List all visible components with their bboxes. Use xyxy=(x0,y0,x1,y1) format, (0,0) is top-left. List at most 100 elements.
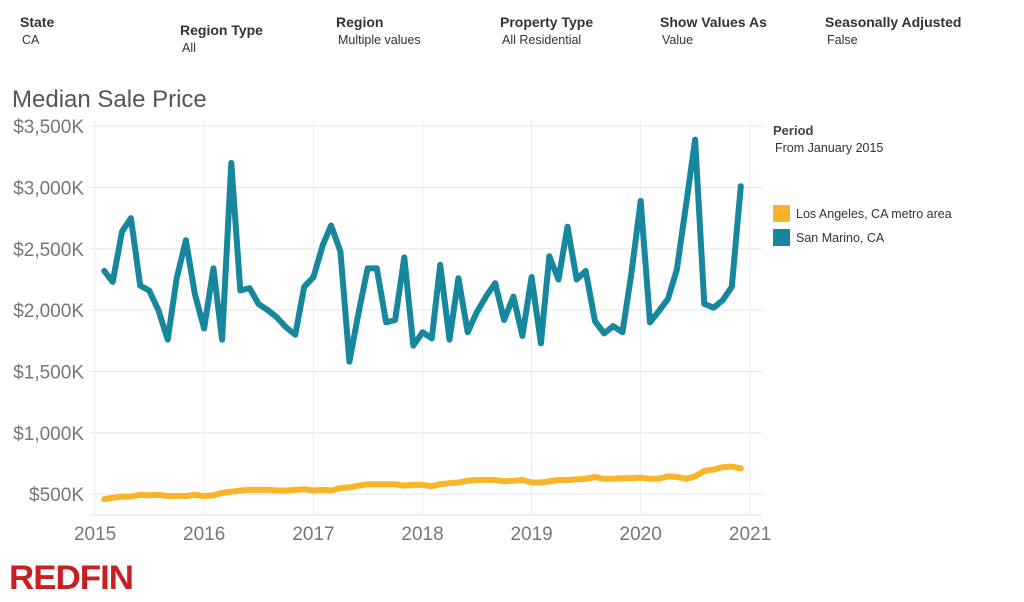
svg-text:REDFIN: REDFIN xyxy=(9,559,133,594)
data-point xyxy=(711,467,717,473)
data-point xyxy=(592,474,598,480)
data-point xyxy=(583,268,589,274)
data-point xyxy=(237,487,243,493)
data-point xyxy=(720,464,726,470)
data-point xyxy=(474,310,480,316)
data-point xyxy=(738,183,744,189)
series-line-0 xyxy=(101,463,744,503)
y-tick-label: $3,000K xyxy=(13,178,84,199)
legend-item-los-angeles[interactable]: Los Angeles, CA metro area xyxy=(773,205,952,222)
y-tick-label: $1,500K xyxy=(13,362,84,383)
data-point xyxy=(174,493,180,499)
legend-title: Period xyxy=(773,123,814,138)
data-point xyxy=(501,317,507,323)
filter-value[interactable]: CA xyxy=(22,33,40,47)
data-point xyxy=(201,493,207,499)
data-point xyxy=(420,482,426,488)
data-point xyxy=(301,284,307,290)
data-point xyxy=(401,483,407,489)
data-point xyxy=(392,317,398,323)
data-point xyxy=(110,279,116,285)
data-point xyxy=(519,333,525,339)
filter-value[interactable]: False xyxy=(827,33,858,47)
series-line-1 xyxy=(101,136,744,365)
legend-item-san-marino[interactable]: San Marino, CA xyxy=(773,229,884,246)
filter-show-values-as[interactable]: Show Values As Value xyxy=(660,14,767,47)
data-point xyxy=(283,487,289,493)
data-point xyxy=(437,262,443,268)
data-point xyxy=(374,265,380,271)
data-point xyxy=(583,476,589,482)
data-point xyxy=(410,482,416,488)
data-point xyxy=(701,301,707,307)
data-point xyxy=(638,475,644,481)
data-point xyxy=(683,202,689,208)
data-point xyxy=(410,343,416,349)
data-point xyxy=(720,297,726,303)
filter-value[interactable]: All xyxy=(182,41,196,55)
data-point xyxy=(711,305,717,311)
data-point xyxy=(292,487,298,493)
data-point xyxy=(101,496,107,502)
filter-label: Seasonally Adjusted xyxy=(825,14,962,30)
data-point xyxy=(420,329,426,335)
data-point xyxy=(256,301,262,307)
data-point xyxy=(165,493,171,499)
data-point xyxy=(455,479,461,485)
data-point xyxy=(237,288,243,294)
filter-region-type[interactable]: Region Type All xyxy=(180,22,263,55)
data-point xyxy=(474,477,480,483)
filter-value[interactable]: All Residential xyxy=(502,33,582,47)
data-point xyxy=(592,318,598,324)
x-tick-label: 2020 xyxy=(620,524,662,545)
data-point xyxy=(137,283,143,289)
filter-property-type[interactable]: Property Type All Residential xyxy=(500,14,593,47)
filter-state[interactable]: State CA xyxy=(20,14,54,47)
filter-value[interactable]: Multiple values xyxy=(338,33,421,47)
data-point xyxy=(574,476,580,482)
filter-bar: State CA Region Type All Region Multiple… xyxy=(0,14,1024,55)
filter-value[interactable]: Value xyxy=(662,33,694,47)
data-point xyxy=(692,137,698,143)
data-point xyxy=(346,359,352,365)
data-point xyxy=(465,329,471,335)
data-point xyxy=(365,481,371,487)
data-point xyxy=(356,310,362,316)
data-point xyxy=(247,285,253,291)
data-point xyxy=(546,253,552,259)
data-point xyxy=(429,483,435,489)
data-point xyxy=(401,254,407,260)
data-point xyxy=(501,478,507,484)
x-tick-label: 2017 xyxy=(292,524,334,545)
data-point xyxy=(320,242,326,248)
data-point xyxy=(429,335,435,341)
legend-label: Los Angeles, CA metro area xyxy=(796,206,952,221)
data-point xyxy=(247,487,253,493)
data-point xyxy=(301,486,307,492)
data-point xyxy=(210,265,216,271)
data-point xyxy=(556,276,562,282)
data-point xyxy=(365,265,371,271)
data-point xyxy=(137,492,143,498)
data-point xyxy=(119,229,125,235)
data-point xyxy=(483,477,489,483)
data-point xyxy=(201,326,207,332)
chart-title: Median Sale Price xyxy=(12,86,207,113)
filter-label: Region Type xyxy=(180,22,263,38)
data-point xyxy=(110,495,116,501)
data-point xyxy=(638,198,644,204)
data-point xyxy=(210,492,216,498)
data-point xyxy=(383,319,389,325)
data-point xyxy=(374,481,380,487)
data-point xyxy=(346,484,352,490)
filter-seasonally-adjusted[interactable]: Seasonally Adjusted False xyxy=(825,14,961,47)
data-point xyxy=(529,479,535,485)
data-point xyxy=(610,476,616,482)
x-tick-label: 2016 xyxy=(183,524,225,545)
redfin-logo[interactable]: REDFIN xyxy=(9,558,139,599)
y-tick-label: $2,000K xyxy=(13,301,84,322)
filter-region[interactable]: Region Multiple values xyxy=(336,14,421,47)
data-point xyxy=(701,468,707,474)
data-point xyxy=(529,274,535,280)
